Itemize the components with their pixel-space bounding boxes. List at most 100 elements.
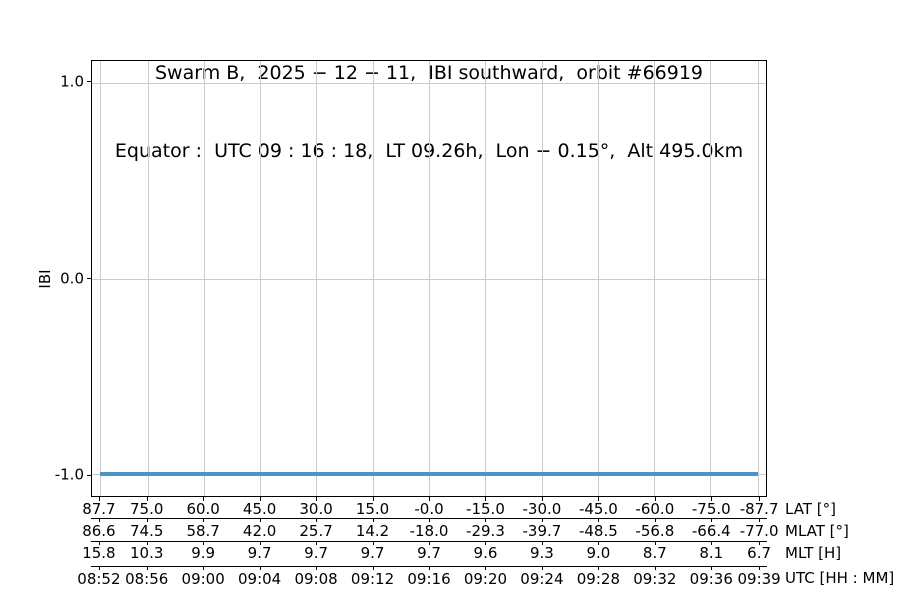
x-tick-mark [203, 541, 205, 545]
x-tick-label-utc: 09:08 [294, 569, 338, 588]
x-tick-label-lat: -60.0 [635, 500, 675, 518]
x-tick-label-lat: -15.0 [466, 500, 505, 518]
x-tick-mark [541, 541, 543, 545]
x-axis-row-utc: 08:52 08:56 09:00 09:04 09:08 09:12 09:16 09:20… [77, 566, 781, 588]
x-tick-label-mlat: -56.8 [635, 521, 675, 540]
x-tick-label-utc: 09:20 [463, 569, 508, 588]
x-axis-rule [91, 540, 767, 542]
x-row-label-mlat: MLAT [°] [785, 521, 849, 540]
x-tick-label-lat: -30.0 [522, 500, 562, 518]
x-tick-mark [541, 567, 543, 570]
x-tick-mark [316, 519, 318, 522]
x-tick-mark [203, 567, 205, 570]
x-tick-label-mlat: 58.7 [186, 521, 220, 540]
x-tick-label-utc: 09:36 [689, 569, 733, 588]
x-tick-mark [316, 497, 318, 501]
x-axis-row-lat: 87.7 75.0 60.0 45.0 30.0 15.0 -0.0 -15.0 -30.0 -4… [82, 497, 779, 519]
x-row-label-utc: UTC [HH : MM] [785, 568, 895, 587]
x-tick-mark [203, 497, 205, 501]
x-tick-label-mlt: 9.7 [360, 544, 385, 562]
x-tick-label-lat: 87.7 [82, 500, 116, 518]
x-tick-label-utc: 08:56 [125, 569, 169, 588]
x-tick-mark [759, 541, 761, 545]
x-tick-label-utc: 09:12 [350, 569, 395, 588]
x-tick-mark [372, 541, 374, 545]
grid-line-horizontal [92, 278, 766, 280]
x-tick-label-lat: -87.7 [739, 500, 779, 518]
x-tick-mark [372, 567, 374, 570]
grid-line-horizontal [92, 82, 766, 84]
x-tick-label-mlt: 8.7 [642, 544, 667, 562]
x-tick-mark [259, 541, 261, 545]
y-tick-mark [87, 278, 91, 279]
x-tick-mark [485, 497, 487, 501]
x-tick-mark [654, 567, 656, 570]
x-tick-mark [429, 519, 430, 522]
x-tick-label-mlat: -29.3 [466, 521, 505, 540]
x-tick-mark [98, 519, 100, 522]
y-tick-mark [87, 81, 91, 83]
x-tick-label-mlat: -77.0 [739, 521, 779, 540]
x-tick-mark [598, 497, 600, 501]
x-tick-mark [711, 567, 713, 570]
x-tick-label-mlt: 9.0 [586, 544, 611, 562]
x-tick-mark [485, 541, 487, 545]
x-tick-mark [429, 541, 430, 545]
x-tick-mark [711, 519, 713, 522]
x-tick-mark [711, 497, 713, 501]
x-tick-label-mlt: 15.8 [82, 544, 116, 562]
x-tick-mark [654, 541, 656, 545]
x-tick-label-lat: 15.0 [355, 500, 390, 518]
x-tick-mark [146, 541, 148, 545]
y-tick-label: 0.0 [60, 269, 84, 287]
x-tick-mark [146, 567, 148, 570]
x-tick-label-mlt: 9.9 [191, 544, 216, 562]
y-tick-label: -1.0 [54, 465, 84, 484]
x-tick-label-mlat: 42.0 [242, 521, 277, 540]
x-tick-label-mlt: 9.7 [417, 544, 441, 562]
x-tick-mark [485, 567, 487, 570]
x-tick-mark [372, 497, 374, 501]
x-tick-mark [759, 519, 761, 522]
x-tick-mark [654, 497, 656, 501]
x-tick-mark [98, 497, 100, 501]
x-tick-label-utc: 09:16 [407, 569, 451, 588]
y-tick-mark [87, 474, 91, 476]
x-tick-label-lat: 45.0 [242, 500, 277, 518]
x-tick-mark [146, 497, 148, 501]
y-tick-labels: 1.0 0.0 -1.0 [0, 60, 84, 497]
x-tick-label-utc: 08:52 [77, 569, 121, 588]
x-tick-label-lat: -45.0 [578, 500, 618, 518]
x-tick-mark [429, 567, 430, 570]
x-tick-mark [485, 519, 487, 522]
x-tick-label-mlat: -18.0 [409, 521, 449, 540]
plot-area [91, 60, 767, 497]
x-row-label-lat: LAT [°] [785, 500, 836, 518]
x-axis-rule [91, 518, 767, 519]
x-tick-label-utc: 09:24 [520, 569, 564, 588]
x-tick-label-mlt: 9.7 [247, 544, 272, 562]
y-tick-label: 1.0 [60, 72, 84, 91]
x-tick-mark [598, 519, 600, 522]
x-tick-label-mlt: 9.6 [473, 544, 498, 562]
x-tick-mark [541, 497, 543, 501]
x-tick-label-utc: 09:00 [181, 569, 225, 588]
x-tick-label-lat: -75.0 [691, 500, 731, 518]
x-tick-label-mlt: 10.3 [130, 544, 164, 562]
x-tick-mark [541, 519, 543, 522]
x-tick-mark [203, 519, 205, 522]
x-tick-label-utc: 09:28 [576, 569, 620, 588]
x-tick-label-mlat: 86.6 [82, 521, 116, 540]
x-tick-label-mlat: 14.2 [355, 521, 390, 540]
x-tick-mark [654, 519, 656, 522]
x-row-label-mlt: MLT [H] [785, 544, 842, 562]
x-tick-mark [711, 541, 713, 545]
x-tick-mark [259, 567, 261, 570]
x-tick-label-mlt: 6.7 [747, 544, 772, 562]
chart-title-line1: Swarm B, 2025 − 12 − 11, IBI southward, … [154, 62, 704, 84]
x-tick-label-utc: 09:39 [737, 569, 781, 588]
x-tick-label-mlat: -48.5 [578, 521, 618, 540]
x-tick-mark [316, 567, 318, 570]
x-tick-mark [759, 497, 761, 501]
